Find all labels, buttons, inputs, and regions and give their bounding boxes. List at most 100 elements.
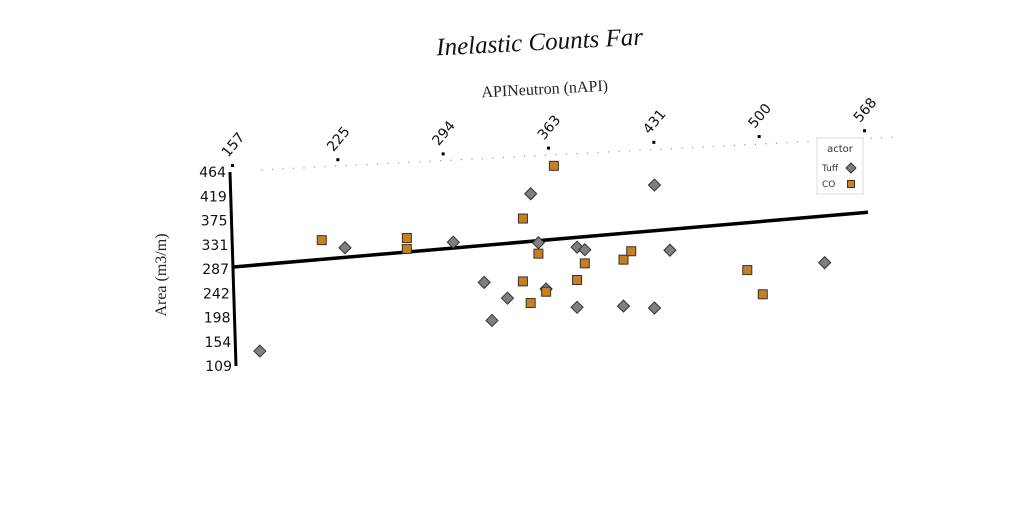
point-co — [626, 246, 637, 257]
y-tick-label: 242 — [203, 286, 230, 302]
point-tuff — [500, 291, 515, 305]
y-tick-label: 419 — [200, 189, 227, 205]
point-tuff — [663, 243, 677, 257]
x-axis-dot — [429, 160, 431, 162]
x-axis-dot — [870, 137, 872, 140]
point-co — [517, 276, 528, 287]
x-axis-dot — [345, 164, 347, 167]
legend-label-co: CO — [822, 180, 835, 190]
x-axis-dot — [271, 168, 274, 171]
x-axis-dot — [597, 151, 599, 154]
x-axis-dot — [723, 145, 725, 147]
point-co — [401, 232, 412, 243]
x-axis-dot — [292, 167, 295, 170]
x-axis-dot — [670, 148, 673, 150]
point-tuff — [338, 241, 352, 255]
x-axis-label: APINeutron (nAPI) — [481, 78, 608, 102]
y-tick-label: 198 — [204, 311, 231, 327]
x-axis-dot — [618, 150, 620, 153]
legend-title: actor — [827, 144, 854, 155]
legend-marker-co — [847, 180, 855, 188]
x-axis-dot — [765, 143, 767, 145]
x-tick-label: 225 — [324, 124, 353, 155]
legend-box — [816, 137, 864, 195]
x-tick-mark — [231, 164, 234, 167]
chart-title: Inelastic Counts Far — [435, 24, 644, 62]
x-axis-dot — [681, 147, 683, 149]
x-axis-dot — [891, 136, 893, 138]
point-tuff — [485, 313, 499, 328]
x-axis-dot — [387, 162, 389, 165]
x-axis-dot — [408, 161, 410, 164]
x-axis-dot — [807, 140, 809, 143]
x-axis-dot — [303, 167, 305, 169]
x-axis-dot — [744, 144, 746, 146]
y-tick-label: 287 — [202, 262, 229, 278]
point-co — [316, 235, 327, 246]
x-axis-dot — [481, 157, 484, 160]
x-tick-mark — [757, 135, 761, 139]
x-axis-dot — [366, 163, 368, 166]
y-tick-label: 464 — [199, 165, 226, 181]
point-co — [533, 248, 544, 259]
x-axis-dot — [261, 169, 263, 171]
y-tick-label: 331 — [202, 238, 229, 254]
x-axis-dot — [324, 166, 326, 168]
x-tick-label: 431 — [640, 107, 669, 138]
x-axis-dot — [796, 141, 799, 143]
x-tick-mark — [652, 140, 656, 144]
x-axis-dot — [355, 164, 358, 166]
point-tuff — [253, 344, 267, 358]
x-axis-dot — [649, 149, 652, 151]
x-axis-dot — [712, 145, 715, 148]
x-axis-dot — [691, 146, 694, 149]
x-tick-label: 294 — [429, 118, 458, 149]
point-tuff — [477, 275, 491, 290]
point-co — [742, 265, 753, 276]
point-tuff — [446, 235, 460, 249]
x-axis-dot — [418, 161, 421, 163]
x-axis-dot — [534, 155, 536, 157]
x-axis-dot — [513, 156, 515, 158]
x-axis: 157 225 294 363 431 500 568 — [219, 95, 893, 171]
x-axis-dot — [523, 155, 526, 158]
x-axis-dot — [786, 142, 788, 144]
x-tick-label: 568 — [851, 95, 880, 126]
x-axis-dot — [628, 150, 631, 152]
x-tick-mark — [863, 129, 866, 133]
x-axis-dot — [754, 143, 757, 146]
y-tick-label: 154 — [205, 335, 232, 351]
point-co — [541, 286, 552, 297]
legend-marker-tuff — [845, 162, 857, 174]
x-axis-dot — [639, 149, 641, 152]
point-tuff — [647, 301, 662, 315]
y-tick-label: 109 — [205, 359, 232, 375]
x-tick-label: 500 — [745, 101, 774, 132]
x-axis-dot — [565, 153, 568, 155]
x-axis-dot — [607, 151, 610, 153]
trendline — [231, 210, 869, 269]
point-co — [757, 289, 768, 300]
y-tick-label: 375 — [201, 214, 228, 230]
x-axis-dot — [334, 165, 337, 167]
point-co — [517, 213, 528, 224]
point-co — [548, 160, 559, 171]
point-co — [525, 298, 536, 309]
x-axis-dot — [660, 148, 662, 150]
point-co — [579, 258, 590, 269]
point-co — [401, 243, 412, 254]
legend-label-tuff: Tuff — [821, 164, 839, 174]
x-tick-mark — [547, 146, 550, 150]
point-co — [618, 254, 629, 265]
x-tick-label: 363 — [535, 112, 564, 143]
x-axis-dot — [880, 137, 883, 139]
x-axis-dot — [313, 166, 316, 168]
x-axis-dot — [702, 146, 704, 148]
x-axis-dot — [439, 160, 442, 162]
point-tuff — [570, 300, 584, 315]
trendline-group — [231, 210, 869, 269]
point-tuff — [531, 236, 546, 250]
point-tuff — [616, 299, 631, 313]
y-axis-line — [228, 171, 238, 367]
